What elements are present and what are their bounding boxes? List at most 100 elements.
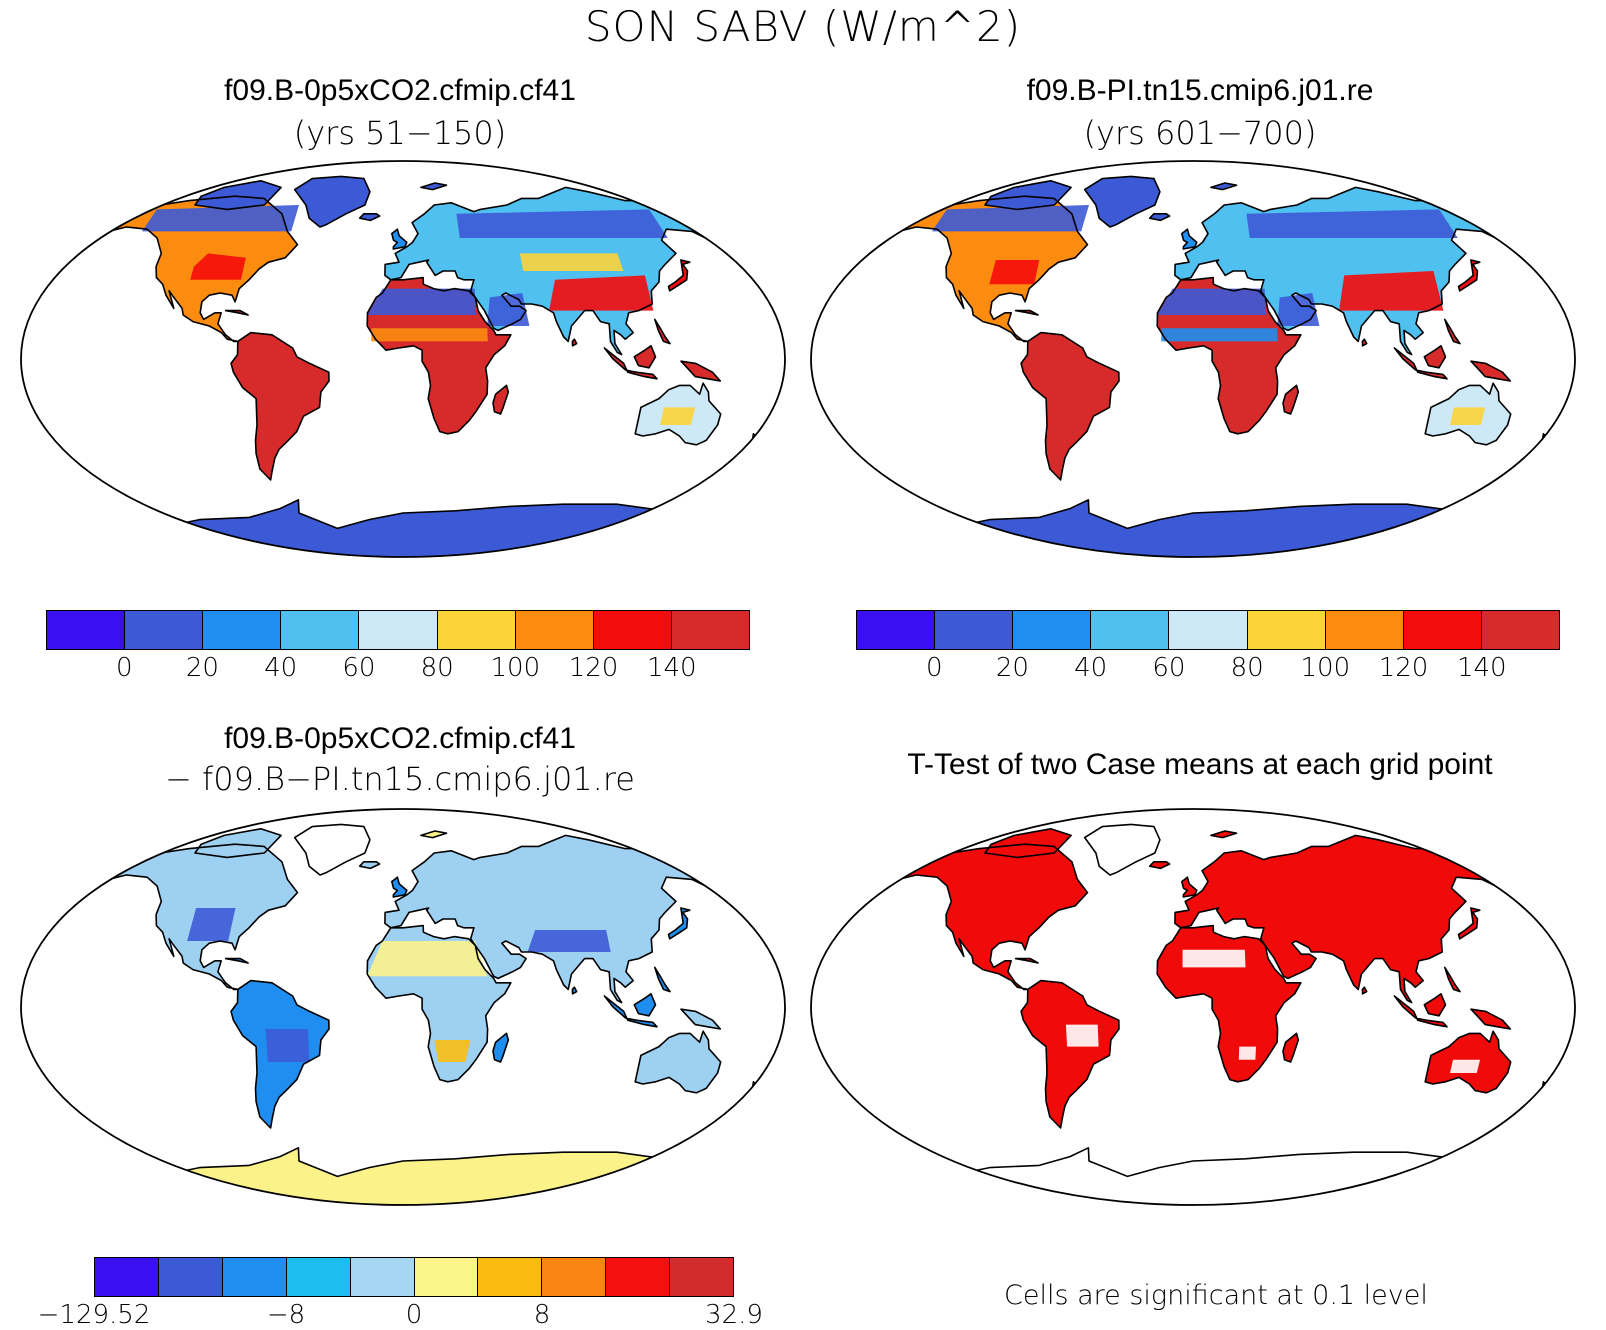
coastline-north-america [99, 195, 299, 343]
map-frame [810, 160, 1576, 558]
coastline-svalbard [1210, 182, 1238, 191]
coastline-eurasia [1174, 834, 1515, 1004]
coastline-sri-lanka [571, 986, 578, 995]
landmass-new-guinea [681, 1009, 721, 1029]
coastline-japan [1457, 907, 1481, 940]
coastline-uk [1181, 876, 1198, 898]
landmass-uk [391, 877, 407, 897]
coastline-sri-lanka [571, 338, 578, 347]
landmass-madagascar [1283, 385, 1299, 414]
map-frame [20, 160, 786, 558]
landmass-south-america [1021, 980, 1119, 1128]
field-patch [456, 209, 668, 238]
field-patch [989, 260, 1040, 285]
landmass-greenland [1084, 176, 1160, 227]
coastline-borneo [633, 345, 657, 369]
coastline-south-america [230, 331, 330, 481]
landmass-madagascar [493, 1033, 509, 1062]
map-frame [810, 808, 1576, 1206]
colorbar-tick-label: 20 [185, 653, 219, 683]
field-patch [932, 205, 1089, 232]
coastline-iceland [358, 213, 381, 222]
landmass-madagascar [493, 385, 509, 414]
coastline-new-guinea [1470, 360, 1512, 382]
landmass-australia [635, 1031, 721, 1093]
panel-subtitle-bottom-left: − f09.B−PI.tn15.cmip6.j01.re [165, 760, 635, 798]
landmass-uk [1181, 229, 1197, 249]
field-patch [1246, 209, 1458, 238]
map-top-left [20, 160, 786, 558]
field-patch [1238, 1046, 1256, 1060]
field-patch [1065, 1024, 1099, 1047]
colorbar-swatch [1325, 611, 1404, 649]
field-patch [142, 205, 299, 232]
coastline-japan [667, 259, 691, 292]
coastline-new-guinea [680, 1008, 722, 1030]
field-patch [265, 1029, 310, 1062]
coastline-south-america [1020, 979, 1120, 1129]
coastline-africa [366, 924, 512, 1083]
landmass-borneo [1424, 345, 1446, 368]
colorbar-swatch [1091, 611, 1170, 649]
coastline-arctic-islands [194, 828, 282, 859]
coastline-eurasia [384, 834, 725, 1004]
coastline-caribbean [224, 309, 249, 316]
landmass-arctic-islands [195, 828, 282, 858]
coastline-eurasia [384, 186, 725, 356]
field-patch [434, 1040, 471, 1062]
landmass-eurasia [1174, 835, 1514, 1003]
panel-title-top-right: f09.B-PI.tn15.cmip6.j01.re [1026, 74, 1374, 107]
colorbar-swatch [478, 1258, 543, 1296]
colorbar-swatch [671, 611, 749, 649]
coastline-indonesia [603, 347, 658, 380]
colorbar-tick-label: 60 [342, 653, 376, 683]
colorbar-tick-label: 40 [264, 653, 298, 683]
field-patch [487, 293, 530, 326]
colorbar-tick-label: 80 [420, 653, 454, 683]
colorbar-tick-label: 100 [490, 653, 541, 683]
colorbar-tick-label: 32.9 [705, 1300, 763, 1330]
landmass-new-guinea [1471, 1009, 1511, 1029]
coastline-new-guinea [680, 360, 722, 382]
coastline-svalbard [420, 830, 448, 839]
coastline-greenland [293, 175, 371, 228]
coastline-north-america [889, 195, 1089, 343]
colorbar-swatch [1169, 611, 1248, 649]
coastline-arctic-islands [194, 180, 282, 211]
coastline-madagascar [1282, 384, 1300, 415]
coastline-madagascar [492, 384, 510, 415]
coastline-caribbean [1014, 957, 1039, 964]
colorbar-tick-label: 20 [995, 653, 1029, 683]
landmass-uk [1181, 877, 1197, 897]
coastline-uk [391, 876, 408, 898]
panel-title-top-left: f09.B-0p5xCO2.cfmip.cf41 [224, 74, 576, 107]
colorbar-top-left [46, 610, 750, 650]
coastline-svalbard [1210, 830, 1238, 839]
field-patch [367, 941, 488, 977]
field-patch [1161, 328, 1278, 342]
landmass-arctic-islands [195, 180, 282, 210]
coastline-borneo [1423, 993, 1447, 1017]
coastline-philippines [1444, 318, 1461, 345]
coastline-africa [1156, 924, 1302, 1083]
colorbar-swatch [542, 1258, 607, 1296]
coastline-australia [1424, 382, 1512, 446]
colorbar-tick-label: 80 [1230, 653, 1264, 683]
coastline-africa [1156, 276, 1302, 435]
coastline-greenland [1083, 823, 1161, 876]
coastline-uk [1181, 228, 1198, 250]
colorbar-tick-label: −8 [266, 1300, 306, 1330]
colorbar-swatch [281, 611, 360, 649]
landmass-south-america [1021, 332, 1119, 480]
coastline-new-guinea [1470, 1008, 1512, 1030]
colorbar-swatch [1481, 611, 1559, 649]
landmass-south-america [231, 332, 329, 480]
colorbar-tick-label: 140 [1456, 653, 1507, 683]
colorbar-swatch [606, 1258, 671, 1296]
colorbar-tick-label: 100 [1300, 653, 1351, 683]
colorbar-top-right [856, 610, 1560, 650]
coastline-sri-lanka [1361, 986, 1368, 995]
landmass-arctic-islands [985, 180, 1072, 210]
colorbar-tick-label: 140 [646, 653, 697, 683]
colorbar-swatch [350, 1258, 415, 1296]
